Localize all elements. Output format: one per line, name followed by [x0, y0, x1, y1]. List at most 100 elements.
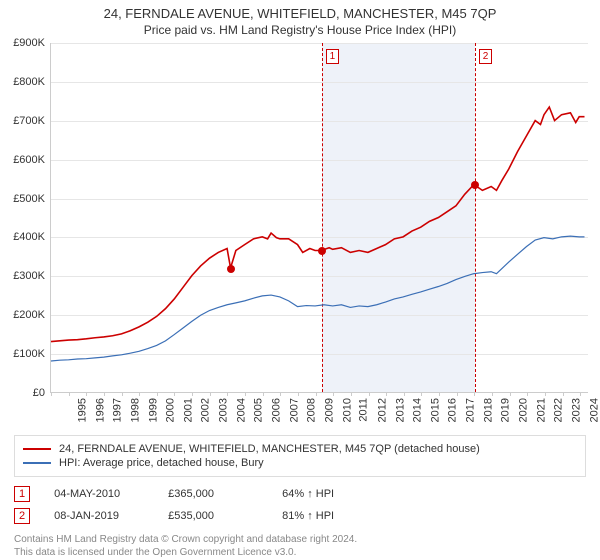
x-tick-label: 2023	[568, 398, 582, 422]
legend-label: 24, FERNDALE AVENUE, WHITEFIELD, MANCHES…	[59, 443, 480, 455]
event-price: £365,000	[168, 488, 258, 500]
series-property	[51, 107, 585, 342]
x-tick-label: 2004	[233, 398, 247, 422]
x-tick-label: 1995	[74, 398, 88, 422]
x-tick	[298, 392, 299, 396]
series-hpi	[51, 236, 585, 361]
event-change: 64% ↑ HPI	[282, 488, 372, 500]
chart-title: 24, FERNDALE AVENUE, WHITEFIELD, MANCHES…	[0, 0, 600, 21]
x-tick	[139, 392, 140, 396]
x-tick-label: 2006	[269, 398, 283, 422]
x-tick-label: 2005	[251, 398, 265, 422]
data-marker	[318, 247, 326, 255]
y-tick-label: £300K	[13, 270, 51, 282]
x-tick-label: 2016	[445, 398, 459, 422]
footer-line-1: Contains HM Land Registry data © Crown c…	[14, 533, 586, 546]
x-tick-label: 2012	[374, 398, 388, 422]
y-tick-label: £800K	[13, 76, 51, 88]
y-tick-label: £500K	[13, 193, 51, 205]
x-tick-label: 1999	[145, 398, 159, 422]
y-tick-label: £0	[33, 387, 51, 399]
x-tick	[351, 392, 352, 396]
x-tick-label: 2000	[163, 398, 177, 422]
x-tick-label: 2021	[533, 398, 547, 422]
x-tick-label: 2024	[586, 398, 600, 422]
x-tick	[386, 392, 387, 396]
x-tick-label: 2015	[427, 398, 441, 422]
y-tick-label: £400K	[13, 231, 51, 243]
events-table: 104-MAY-2010£365,00064% ↑ HPI208-JAN-201…	[14, 483, 586, 527]
x-tick-label: 2022	[551, 398, 565, 422]
x-tick	[510, 392, 511, 396]
footer: Contains HM Land Registry data © Crown c…	[14, 533, 586, 559]
x-tick-label: 1998	[127, 398, 141, 422]
event-row: 208-JAN-2019£535,00081% ↑ HPI	[14, 505, 586, 527]
event-date: 08-JAN-2019	[54, 510, 144, 522]
x-tick-label: 2017	[463, 398, 477, 422]
x-tick	[174, 392, 175, 396]
x-tick	[545, 392, 546, 396]
x-tick	[51, 392, 52, 396]
legend-swatch	[23, 462, 51, 464]
x-tick-label: 1997	[110, 398, 124, 422]
y-tick-label: £100K	[13, 348, 51, 360]
x-tick-label: 2018	[480, 398, 494, 422]
data-marker	[471, 181, 479, 189]
x-tick	[580, 392, 581, 396]
x-tick	[157, 392, 158, 396]
chart-container: { "title": "24, FERNDALE AVENUE, WHITEFI…	[0, 0, 600, 560]
chart-subtitle: Price paid vs. HM Land Registry's House …	[0, 21, 600, 43]
x-tick-label: 2011	[356, 398, 370, 422]
legend-item: 24, FERNDALE AVENUE, WHITEFIELD, MANCHES…	[23, 442, 577, 456]
y-tick-label: £200K	[13, 309, 51, 321]
plot-area: £0£100K£200K£300K£400K£500K£600K£700K£80…	[50, 43, 588, 393]
legend: 24, FERNDALE AVENUE, WHITEFIELD, MANCHES…	[14, 435, 586, 477]
x-tick	[457, 392, 458, 396]
legend-item: HPI: Average price, detached house, Bury	[23, 456, 577, 470]
x-tick-label: 2002	[198, 398, 212, 422]
x-tick	[227, 392, 228, 396]
event-change: 81% ↑ HPI	[282, 510, 372, 522]
x-tick	[369, 392, 370, 396]
data-marker	[227, 265, 235, 273]
x-tick-label: 2001	[180, 398, 194, 422]
legend-swatch	[23, 448, 51, 450]
x-tick	[492, 392, 493, 396]
x-tick-label: 2007	[286, 398, 300, 422]
y-tick-label: £600K	[13, 154, 51, 166]
x-tick	[104, 392, 105, 396]
x-tick-label: 2008	[304, 398, 318, 422]
x-tick	[210, 392, 211, 396]
x-tick	[245, 392, 246, 396]
x-tick	[421, 392, 422, 396]
x-tick-label: 2020	[515, 398, 529, 422]
event-date: 04-MAY-2010	[54, 488, 144, 500]
x-tick	[86, 392, 87, 396]
series-lines	[51, 43, 588, 392]
x-tick-label: 2019	[498, 398, 512, 422]
x-tick-label: 2009	[321, 398, 335, 422]
x-tick	[563, 392, 564, 396]
x-tick	[280, 392, 281, 396]
x-tick-label: 2013	[392, 398, 406, 422]
x-tick	[333, 392, 334, 396]
x-tick	[404, 392, 405, 396]
x-tick	[263, 392, 264, 396]
y-tick-label: £900K	[13, 37, 51, 49]
x-tick-label: 2003	[216, 398, 230, 422]
x-tick	[192, 392, 193, 396]
y-tick-label: £700K	[13, 115, 51, 127]
x-tick-label: 1996	[92, 398, 106, 422]
x-tick	[316, 392, 317, 396]
event-row: 1 04-MAY-2010 £365,000 64% ↑ HPI	[14, 483, 586, 505]
x-tick-label: 2010	[339, 398, 353, 422]
event-index: 1	[14, 486, 30, 502]
x-tick	[474, 392, 475, 396]
event-price: £535,000	[168, 510, 258, 522]
footer-line-2: This data is licensed under the Open Gov…	[14, 546, 586, 559]
x-tick	[69, 392, 70, 396]
x-tick	[527, 392, 528, 396]
legend-label: HPI: Average price, detached house, Bury	[59, 457, 264, 469]
x-tick-label: 2014	[410, 398, 424, 422]
x-tick	[439, 392, 440, 396]
